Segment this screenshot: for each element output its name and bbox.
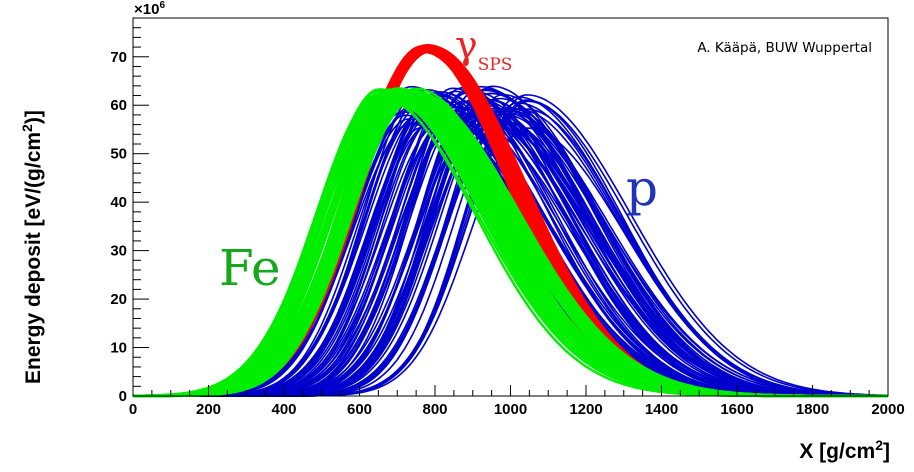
- x-tick-label: 800: [422, 401, 447, 418]
- x-tick-label: 0: [129, 401, 137, 418]
- x-tick-label: 1600: [720, 401, 753, 418]
- y-multiplier: ×106: [134, 0, 165, 18]
- x-axis: 0 200 400 600 800 1000 1200 1400 1600 1800 2000: [129, 385, 905, 418]
- y-tick-label: 60: [110, 97, 127, 114]
- series-label-gamma: γSPS: [455, 23, 512, 75]
- x-tick-label: 1400: [645, 401, 678, 418]
- y-tick-label: 50: [110, 146, 127, 163]
- y-axis-title: Energy deposit [eV/(g/cm2)]: [19, 110, 45, 384]
- curves-layer: [132, 43, 889, 398]
- x-tick-label: 2000: [871, 401, 904, 418]
- x-axis-title: X [g/cm2]: [799, 437, 890, 463]
- y-tick-label: 20: [110, 291, 127, 308]
- x-tick-label: 600: [347, 401, 372, 418]
- x-tick-label: 1800: [796, 401, 829, 418]
- y-tick-label: 0: [119, 388, 127, 405]
- x-tick-label: 1000: [494, 401, 527, 418]
- y-tick-label: 10: [110, 340, 127, 357]
- series-curve: [133, 91, 888, 398]
- x-tick-label: 400: [271, 401, 296, 418]
- x-tick-label: 200: [196, 401, 221, 418]
- y-tick-label: 70: [110, 49, 127, 66]
- y-axis: 0 10 20 30 40 50 60 70: [110, 17, 149, 405]
- credit-text: A. Kääpä, BUW Wuppertal: [697, 40, 872, 56]
- series-label-fe: Fe: [219, 239, 281, 297]
- y-tick-label: 40: [110, 194, 127, 211]
- x-tick-label: 1200: [569, 401, 602, 418]
- series-label-p: p: [626, 159, 658, 217]
- y-tick-label: 30: [110, 243, 127, 260]
